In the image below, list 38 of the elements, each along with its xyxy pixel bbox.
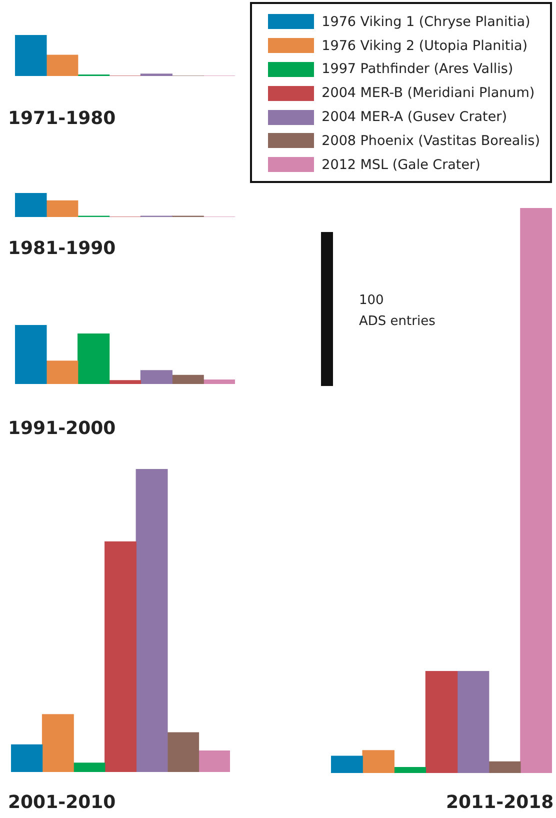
text: 2011-2018 <box>446 792 554 813</box>
bar <box>46 54 78 76</box>
bar <box>15 325 47 384</box>
bar <box>203 380 235 384</box>
bar <box>488 761 521 773</box>
bar <box>15 35 47 76</box>
bar <box>198 750 230 772</box>
bar <box>46 360 78 384</box>
bar <box>425 670 458 773</box>
bar <box>136 469 168 772</box>
legend-label: 2008 Phoenix (Vastitas Borealis) <box>322 132 540 149</box>
bar <box>11 744 43 772</box>
bar <box>456 670 490 773</box>
legend-label: 1976 Viking 2 (Utopia Planitia) <box>322 38 528 54</box>
bar <box>15 193 47 217</box>
bar <box>331 756 363 773</box>
bar <box>362 750 394 773</box>
bar <box>42 714 74 772</box>
legend-label: 2004 MER-B (Meridiani Planum) <box>322 85 535 102</box>
legend-label: 2012 MSL (Gale Crater) <box>322 156 480 173</box>
bar <box>46 200 78 217</box>
bar <box>172 374 204 384</box>
bar <box>104 541 136 772</box>
bar <box>78 334 110 384</box>
bar <box>394 767 426 773</box>
bar <box>167 732 200 772</box>
legend-label: 2004 MER-A (Gusev Crater) <box>322 109 507 126</box>
legend-label: 1997 Pathfinder (Ares Vallis) <box>322 61 514 78</box>
bar <box>73 762 106 772</box>
legend-label: 1976 Viking 1 (Chryse Planitia) <box>322 14 530 30</box>
text: 1981-1990 <box>8 238 116 259</box>
text: 1971-1980 <box>8 108 116 129</box>
text: 1991-2000 <box>8 418 116 439</box>
bar <box>520 208 552 773</box>
text: 2001-2010 <box>8 792 116 813</box>
annotation: 100 ADS entries <box>359 292 436 331</box>
bar <box>108 380 142 384</box>
bar <box>140 370 172 384</box>
